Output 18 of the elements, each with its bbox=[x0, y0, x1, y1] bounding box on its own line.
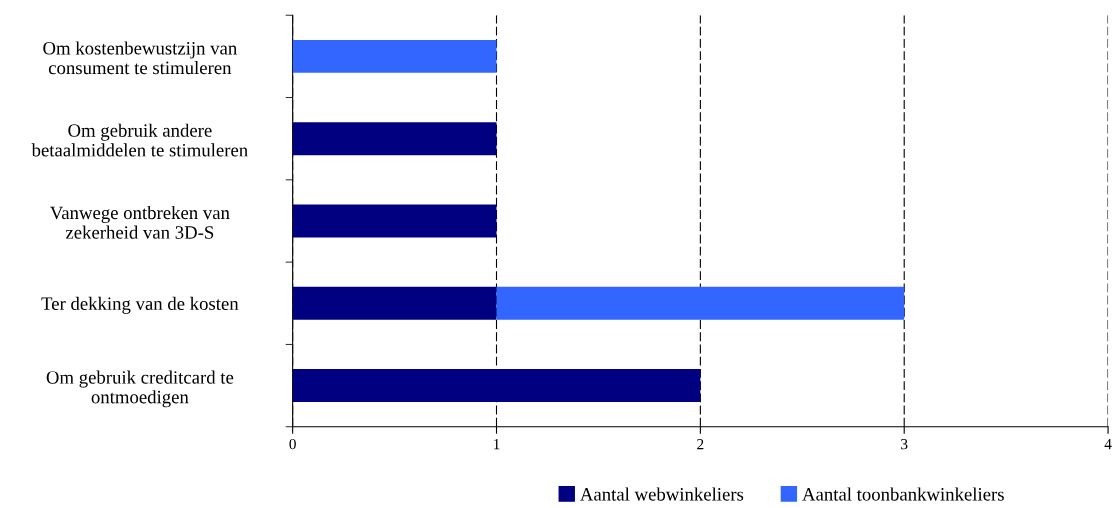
bar bbox=[496, 286, 905, 320]
bar bbox=[292, 39, 497, 73]
bar bbox=[292, 204, 497, 238]
bar bbox=[292, 286, 497, 320]
x-tick-label: 0 bbox=[289, 438, 296, 450]
y-tick-label: Vanwege ontbreken van zekerheid van 3D-S bbox=[50, 205, 230, 239]
x-tick-label: 2 bbox=[697, 439, 704, 450]
legend-label: Aantal toonbankwinkeliers bbox=[802, 487, 1004, 501]
y-tick-label: Ter dekking van de kosten bbox=[41, 296, 239, 314]
y-tick-label: Om kostenbewustzijn van consument te stimuleren bbox=[43, 41, 237, 75]
bar bbox=[292, 369, 701, 403]
x-tick-label: 3 bbox=[901, 439, 908, 450]
y-tick-label: Om gebruik andere betaalmiddelen te stimuleren bbox=[31, 123, 248, 157]
bar bbox=[292, 122, 497, 156]
x-tick-label: 1 bbox=[494, 439, 500, 450]
y-tick-label: Om gebruik creditcard te ontmoedigen bbox=[46, 370, 234, 408]
legend-label: Aantal webwinkeliers bbox=[580, 487, 744, 501]
x-tick-label: 4 bbox=[1104, 439, 1112, 450]
